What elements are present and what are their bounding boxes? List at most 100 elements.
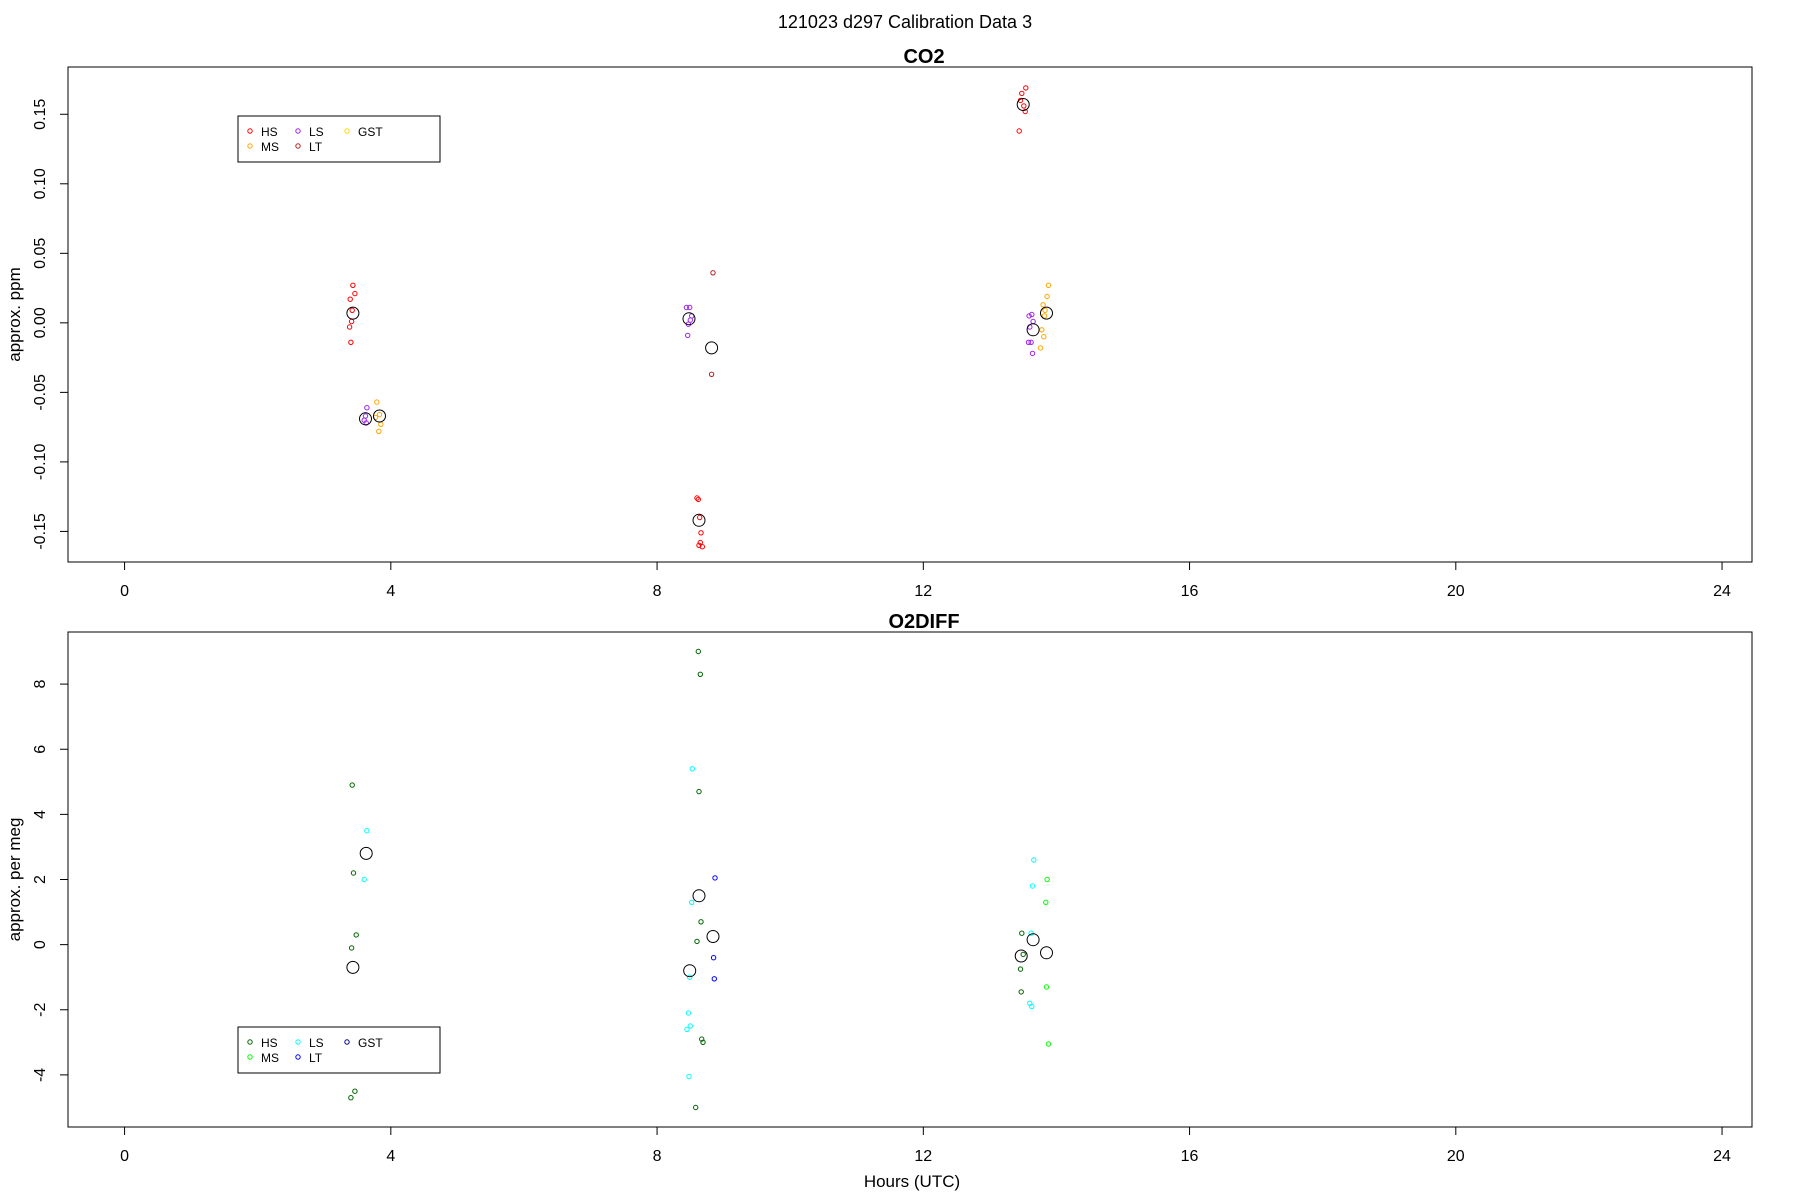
chart-o2diff-legend-marker <box>247 1054 253 1060</box>
chart-co2-point-hs <box>696 542 702 548</box>
chart-o2diff-y-tick-label: 8 <box>32 680 49 689</box>
panel-co2: CO2 0 4 8 12 16 20 24 -0.15 -0.10 -0.05 0.00 0.05 0.1… <box>5 46 1753 600</box>
chart-co2-point-ms <box>1037 345 1044 351</box>
chart-o2diff-legend-label: GST <box>358 1036 383 1050</box>
chart-co2-x-tick-label: 8 <box>653 583 662 600</box>
chart-o2diff-legend-marker <box>295 1039 301 1045</box>
chart-o2diff-mean-point <box>1014 949 1028 963</box>
chart-co2-x-tick-label: 20 <box>1447 583 1465 600</box>
chart-co2-y-tick-label: 0.15 <box>32 99 49 130</box>
chart-co2-point-hs <box>348 318 355 325</box>
chart-co2-x-tick-label: 0 <box>120 583 129 600</box>
chart-o2diff-legend-label: LS <box>309 1036 324 1050</box>
chart-o2diff-x-tick-label: 8 <box>653 1148 662 1165</box>
chart-o2diff-point-hs <box>699 1036 705 1042</box>
chart-co2-mean-point <box>1016 98 1030 111</box>
chart-co2-x-tick-label: 12 <box>914 583 932 600</box>
chart-o2diff-point-hs <box>350 870 357 876</box>
chart-o2diff-point-hs <box>697 671 703 677</box>
chart-co2-point-hs <box>348 339 354 345</box>
chart-co2-point-ms <box>376 411 383 418</box>
chart-co2-point-hs <box>346 324 353 330</box>
chart-o2diff-legend-label: HS <box>261 1036 278 1050</box>
chart-o2diff-x-tick-label: 24 <box>1713 1148 1731 1165</box>
chart-co2-point-hs <box>697 539 703 546</box>
chart-o2diff-point-ls <box>361 876 367 883</box>
chart-co2-point-ms <box>1040 302 1046 308</box>
chart-co2-point-hs <box>1016 128 1022 134</box>
chart-o2diff-point-ls <box>1029 1003 1035 1010</box>
chart-co2-y-axis-label: approx. ppm <box>5 267 24 362</box>
chart-co2-title: CO2 <box>903 46 944 68</box>
chart-co2-point-ls <box>364 405 370 411</box>
chart-o2diff-point-hs <box>353 932 359 938</box>
chart-o2diff-mean-point <box>359 846 373 860</box>
chart-co2-y-tick-label: 0.05 <box>32 238 49 269</box>
chart-co2-point-ms <box>1044 293 1050 300</box>
chart-co2-mean-point <box>373 409 386 423</box>
figure-title: 121023 d297 Calibration Data 3 <box>778 12 1032 32</box>
chart-co2-mean-point <box>346 306 360 320</box>
chart-o2diff-point-hs <box>1018 989 1024 995</box>
chart-o2diff-mean-point <box>346 960 360 974</box>
chart-co2-point-ms <box>1039 327 1045 333</box>
chart-co2-point-hs <box>695 496 701 503</box>
chart-co2-point-hs <box>1022 108 1028 115</box>
chart-co2-point-hs <box>1023 85 1029 91</box>
chart-co2-legend-label: LT <box>309 140 323 154</box>
chart-co2-legend-label: GST <box>358 125 383 139</box>
chart-co2-x-tick-label: 16 <box>1181 583 1199 600</box>
chart-o2diff-point-hs <box>694 938 700 945</box>
chart-co2-point-ms <box>1042 307 1048 313</box>
chart-o2diff-point-ls <box>686 1073 692 1080</box>
chart-o2diff-legend-label: MS <box>261 1051 279 1065</box>
chart-o2diff-point-ms <box>1045 1041 1052 1047</box>
chart-co2-point-hs <box>697 514 703 521</box>
chart-o2diff-x-tick-label: 0 <box>120 1148 129 1165</box>
chart-o2diff-point-ls <box>689 766 695 772</box>
chart-co2-point-ls <box>1025 339 1032 345</box>
chart-o2diff-point-hs <box>696 788 702 795</box>
chart-co2-legend-label: MS <box>261 140 279 154</box>
chart-o2diff-point-hs <box>1020 951 1026 958</box>
chart-o2diff-legend-marker <box>295 1054 301 1060</box>
chart-o2diff-legend-marker <box>247 1039 253 1045</box>
chart-co2-legend-marker <box>247 128 253 134</box>
chart-co2-point-ls <box>685 332 691 339</box>
chart-o2diff-y-tick-label: 4 <box>32 810 49 819</box>
chart-co2-point-ms <box>1045 282 1052 288</box>
chart-o2diff-point-lt <box>711 976 717 982</box>
chart-co2-point-ms <box>376 428 382 434</box>
chart-o2diff-point-ls <box>687 974 693 980</box>
chart-o2diff-y-axis-label: approx. per meg <box>5 818 24 942</box>
chart-o2diff-legend-marker <box>344 1039 350 1045</box>
chart-o2diff-title: O2DIFF <box>888 611 959 633</box>
chart-co2-point-hs <box>699 544 705 550</box>
chart-co2-y-tick-label: 0.10 <box>32 168 49 199</box>
chart-co2-y-tick-label: 0.00 <box>32 307 49 338</box>
chart-co2-point-ls <box>683 304 690 311</box>
chart-co2-point-hs <box>347 296 353 302</box>
chart-o2diff-y-tick-label: -4 <box>32 1068 49 1082</box>
chart-o2diff-point-ls <box>689 899 695 905</box>
chart-o2diff-point-hs <box>352 1088 358 1094</box>
chart-co2-point-ms <box>1041 334 1047 340</box>
chart-o2diff-y-tick-label: -2 <box>32 1003 49 1017</box>
chart-o2diff-point-hs <box>1019 930 1025 936</box>
chart-co2-y-tick-label: -0.05 <box>32 374 49 411</box>
chart-o2diff-x-tick-label: 20 <box>1447 1148 1465 1165</box>
chart-o2diff-point-hs <box>698 919 704 925</box>
chart-o2diff-point-hs <box>700 1039 706 1046</box>
chart-co2-legend-label: LS <box>309 125 324 139</box>
chart-o2diff-point-hs <box>1017 966 1024 972</box>
chart-co2-y-tick-label: -0.15 <box>32 513 49 550</box>
chart-o2diff-point-ls <box>684 1026 690 1033</box>
chart-co2-x-tick-label: 4 <box>386 583 395 600</box>
chart-co2-point-lt <box>710 270 716 276</box>
chart-co2-point-ms <box>378 421 384 427</box>
chart-co2-mean-point <box>705 341 719 355</box>
chart-co2-legend-marker <box>247 143 253 149</box>
chart-co2-point-ms <box>1041 313 1048 319</box>
